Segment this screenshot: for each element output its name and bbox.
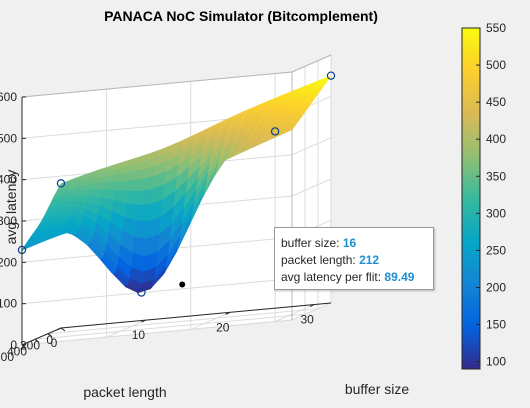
surface-patch [58, 205, 74, 212]
surface-patch [88, 188, 104, 198]
y-axis-line [21, 327, 62, 346]
z-tick-label: 500 [0, 131, 17, 145]
surface-patch [102, 180, 118, 191]
y-tick-mark [60, 327, 66, 332]
colorbar-tick-label: 150 [486, 318, 506, 332]
datatip-row-latency: avg latency per flit: 89.49 [281, 269, 433, 286]
colorbar-tick-label: 450 [486, 95, 506, 109]
surface-patch [134, 220, 149, 239]
x-axis-line [60, 302, 332, 329]
chart-title: PANACA NoC Simulator (Bitcomplement) [104, 8, 378, 24]
x-tick-mark [56, 327, 62, 331]
x-tick-mark [141, 319, 146, 323]
colorbar-tick-label: 400 [486, 132, 506, 146]
surface-plot [21, 75, 332, 294]
datatip: buffer size: 16 packet length: 212 avg l… [274, 227, 434, 290]
z-tick-label: 0 [10, 338, 17, 352]
x-tick-mark [225, 311, 230, 315]
z-tick-label: 300 [0, 214, 17, 228]
axis-ticks: 010203002004006000100200300400500600 [0, 90, 332, 364]
x-tick-mark [309, 304, 315, 308]
y-tick-label: 600 [0, 350, 14, 364]
surface-patch [58, 178, 74, 188]
data-point-marker [270, 127, 280, 136]
z-tick-label: 600 [0, 90, 17, 104]
surface-patch [114, 179, 130, 191]
datatip-value-buffer: 16 [342, 236, 357, 250]
datatip-label-packet: packet length: [281, 253, 356, 267]
surface-patch [125, 190, 141, 206]
z-tick-label: 100 [0, 297, 17, 311]
colorbar-tick-label: 200 [486, 280, 506, 294]
data-point-marker [326, 71, 336, 80]
datatip-value-latency: 89.49 [384, 270, 415, 284]
data-point-marker [137, 288, 146, 297]
datatip-row-buffer: buffer size: 16 [281, 235, 433, 252]
datatip-row-packet: packet length: 212 [281, 252, 433, 269]
y-tick-label: 200 [20, 339, 40, 353]
floor-plane [22, 303, 331, 345]
colorbar-tick-label: 250 [486, 243, 506, 257]
colorbar-tick-label: 100 [486, 355, 506, 369]
x-axis-label: buffer size [345, 381, 410, 397]
z-tick-label: 200 [0, 255, 17, 269]
datatip-value-packet: 212 [359, 253, 380, 267]
x-tick-label: 20 [216, 320, 230, 334]
surface-patch [74, 194, 90, 203]
y-tick-label: 0 [46, 333, 53, 347]
colorbar: 100 150 200 250 300 350 400 450 500 550 [461, 21, 506, 370]
y-tick-label: 400 [7, 344, 27, 358]
colorbar-tick-label: 350 [486, 169, 506, 183]
datatip-label-latency: avg latency per flit: [281, 270, 382, 284]
colorbar-tick-label: 550 [486, 21, 506, 35]
surface-patch [135, 203, 151, 222]
surface-patch [137, 188, 153, 206]
z-axis-label: avg. latency [3, 170, 19, 245]
datatip-anchor-point [179, 281, 186, 288]
data-point-marker [56, 179, 66, 188]
y-axis-label: packet length [83, 384, 166, 400]
colorbar-tick-label: 300 [486, 206, 506, 220]
surface-patch [127, 178, 142, 192]
colorbar-tick-label: 500 [486, 58, 506, 72]
z-tick-label: 400 [0, 173, 17, 187]
x-tick-label: 0 [51, 336, 58, 350]
datatip-label-buffer: buffer size: [281, 236, 340, 250]
y-tick-mark [47, 333, 53, 338]
surface-patch [132, 236, 148, 257]
x-tick-label: 30 [300, 313, 314, 327]
colorbar-bar [461, 27, 481, 370]
x-tick-label: 10 [132, 328, 146, 342]
y-tick-mark [34, 338, 40, 343]
